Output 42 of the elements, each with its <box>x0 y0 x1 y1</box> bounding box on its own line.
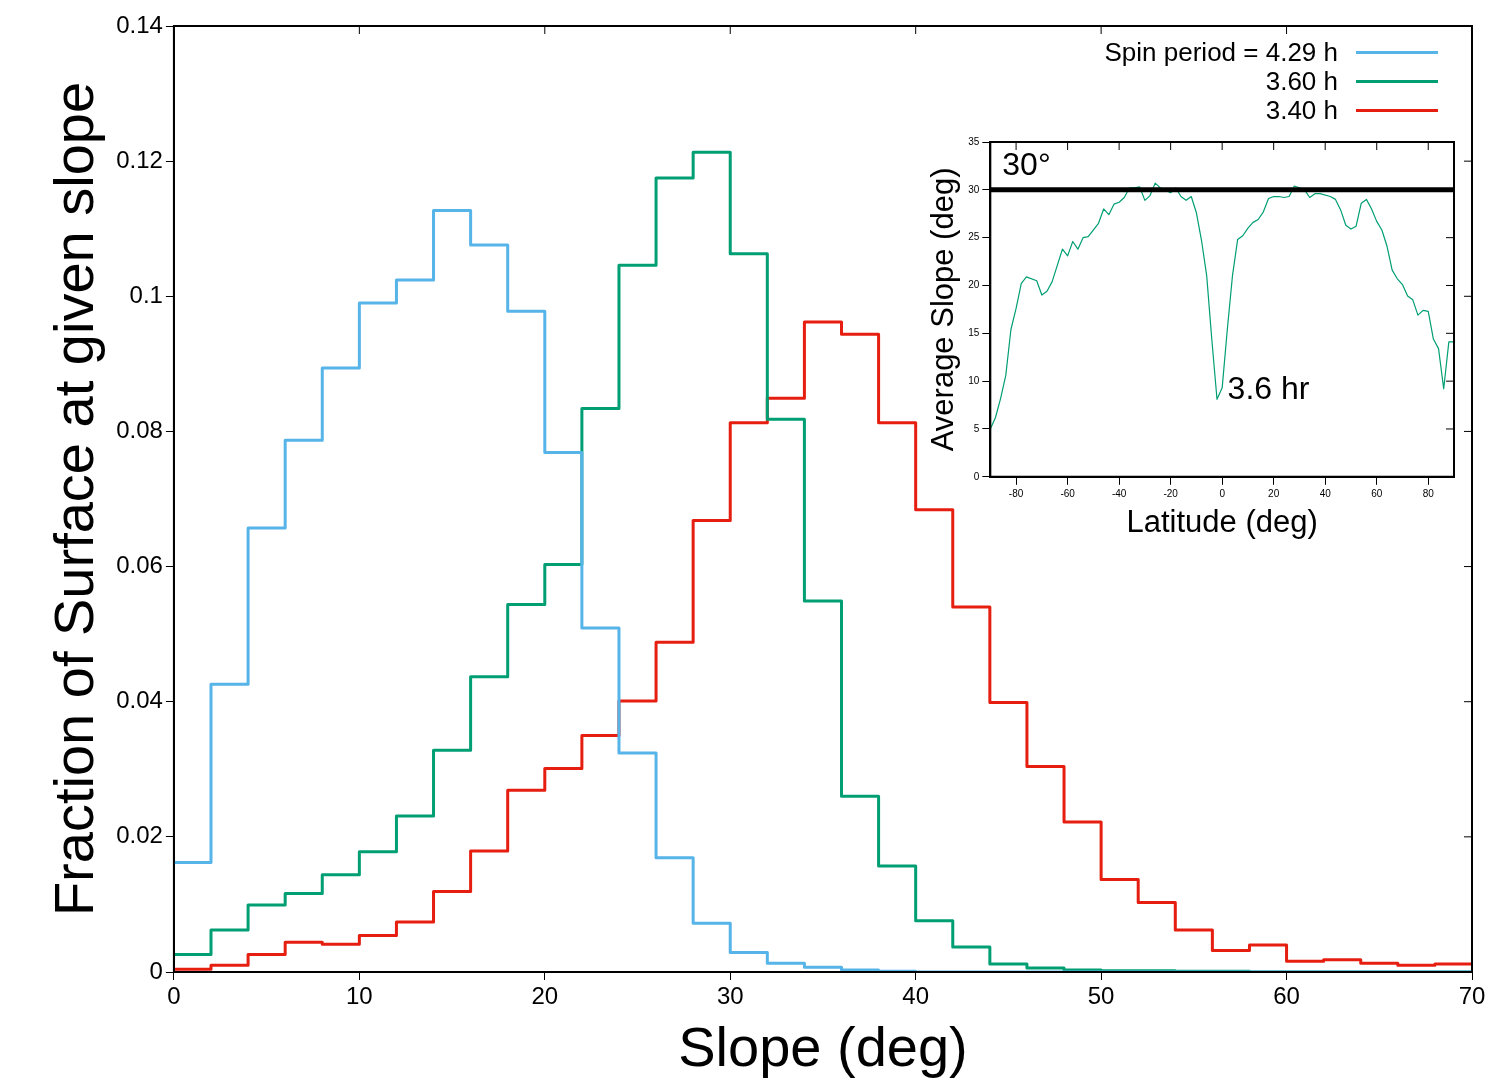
ref-line-label: 30° <box>1002 145 1051 182</box>
y-tick-label: 0.06 <box>116 551 163 579</box>
x-tick-label: 40 <box>902 982 930 1010</box>
x-tick-label: -20 <box>1163 487 1179 499</box>
x-tick-label: 80 <box>1422 487 1435 499</box>
legend-label: Spin period = 4.29 h <box>1104 37 1338 67</box>
x-tick-label: -40 <box>1111 487 1127 499</box>
y-tick-label: 0.14 <box>116 10 163 38</box>
x-tick-label: 30 <box>716 982 744 1010</box>
y-tick-label: 10 <box>968 374 980 386</box>
x-tick-label: 70 <box>1458 982 1486 1010</box>
y-tick-label: 0 <box>973 470 980 482</box>
y-tick-label: 0.02 <box>116 821 163 849</box>
y-tick-label: 0.1 <box>129 280 163 308</box>
y-tick-label: 25 <box>968 231 980 243</box>
y-tick-label: 0.08 <box>116 416 163 444</box>
y-tick-label: 15 <box>968 327 980 339</box>
x-tick-label: 60 <box>1371 487 1383 499</box>
x-axis-title: Slope (deg) <box>678 1014 968 1078</box>
legend-label: 3.40 h <box>1265 95 1338 125</box>
y-tick-label: 5 <box>973 422 980 434</box>
y-axis-title: Average Slope (deg) <box>925 167 961 452</box>
y-axis-title: Fraction of Surface at given slope <box>42 81 106 917</box>
y-tick-label: 0.04 <box>116 686 163 714</box>
legend-label: 3.60 h <box>1265 66 1338 96</box>
x-tick-label: 10 <box>346 982 373 1010</box>
y-tick-label: 30 <box>968 183 980 195</box>
y-tick-label: 0.12 <box>116 145 163 173</box>
x-tick-label: 0 <box>167 982 181 1010</box>
annotation: 3.6 hr <box>1227 369 1310 406</box>
x-tick-label: 60 <box>1273 982 1300 1010</box>
x-tick-label: 20 <box>1268 487 1280 499</box>
x-axis-title: Latitude (deg) <box>1126 503 1318 539</box>
x-tick-label: 50 <box>1087 982 1115 1010</box>
x-tick-label: 40 <box>1319 487 1332 499</box>
y-tick-label: 20 <box>968 279 980 291</box>
y-tick-label: 35 <box>968 135 980 147</box>
x-tick-label: -60 <box>1060 487 1076 499</box>
x-tick-label: 20 <box>531 982 559 1010</box>
y-tick-label: 0 <box>149 956 163 984</box>
x-tick-label: -80 <box>1008 487 1024 499</box>
x-tick-label: 0 <box>1219 487 1226 499</box>
